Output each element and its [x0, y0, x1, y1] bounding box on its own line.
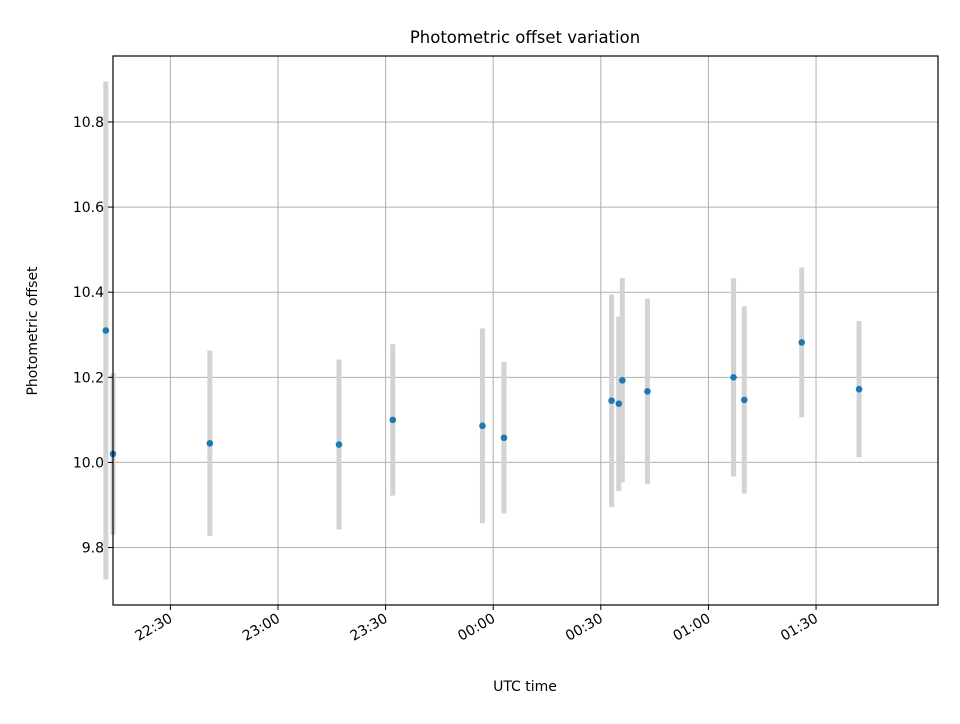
- plot-frame: [112, 55, 939, 606]
- x-axis-label: UTC time: [493, 679, 557, 695]
- data-point: [644, 388, 651, 395]
- y-tick-label: 10.6: [73, 200, 104, 216]
- data-point: [335, 441, 343, 448]
- data-point: [798, 339, 805, 346]
- y-tick-label: 10.4: [73, 285, 104, 301]
- data-point: [730, 374, 737, 381]
- y-tick-label: 10.2: [73, 370, 104, 386]
- y-tick-label: 9.8: [82, 541, 104, 557]
- y-axis-ticks: 9.8 10.0 10.2 10.4 10.6 10.8: [73, 115, 113, 557]
- y-axis-label: Photometric offset: [25, 266, 41, 396]
- data-points: [102, 327, 863, 458]
- data-point: [479, 422, 486, 430]
- data-point: [102, 327, 110, 334]
- data-point: [206, 439, 214, 447]
- data-point: [608, 397, 615, 405]
- data-point: [615, 400, 623, 408]
- y-tick-label: 10.0: [73, 455, 104, 471]
- chart-title: Photometric offset variation: [410, 28, 640, 47]
- data-point: [619, 376, 626, 384]
- data-point: [389, 416, 397, 424]
- data-point: [741, 396, 748, 404]
- y-tick-label: 10.8: [73, 115, 104, 131]
- data-point: [500, 434, 508, 442]
- data-point: [855, 385, 863, 393]
